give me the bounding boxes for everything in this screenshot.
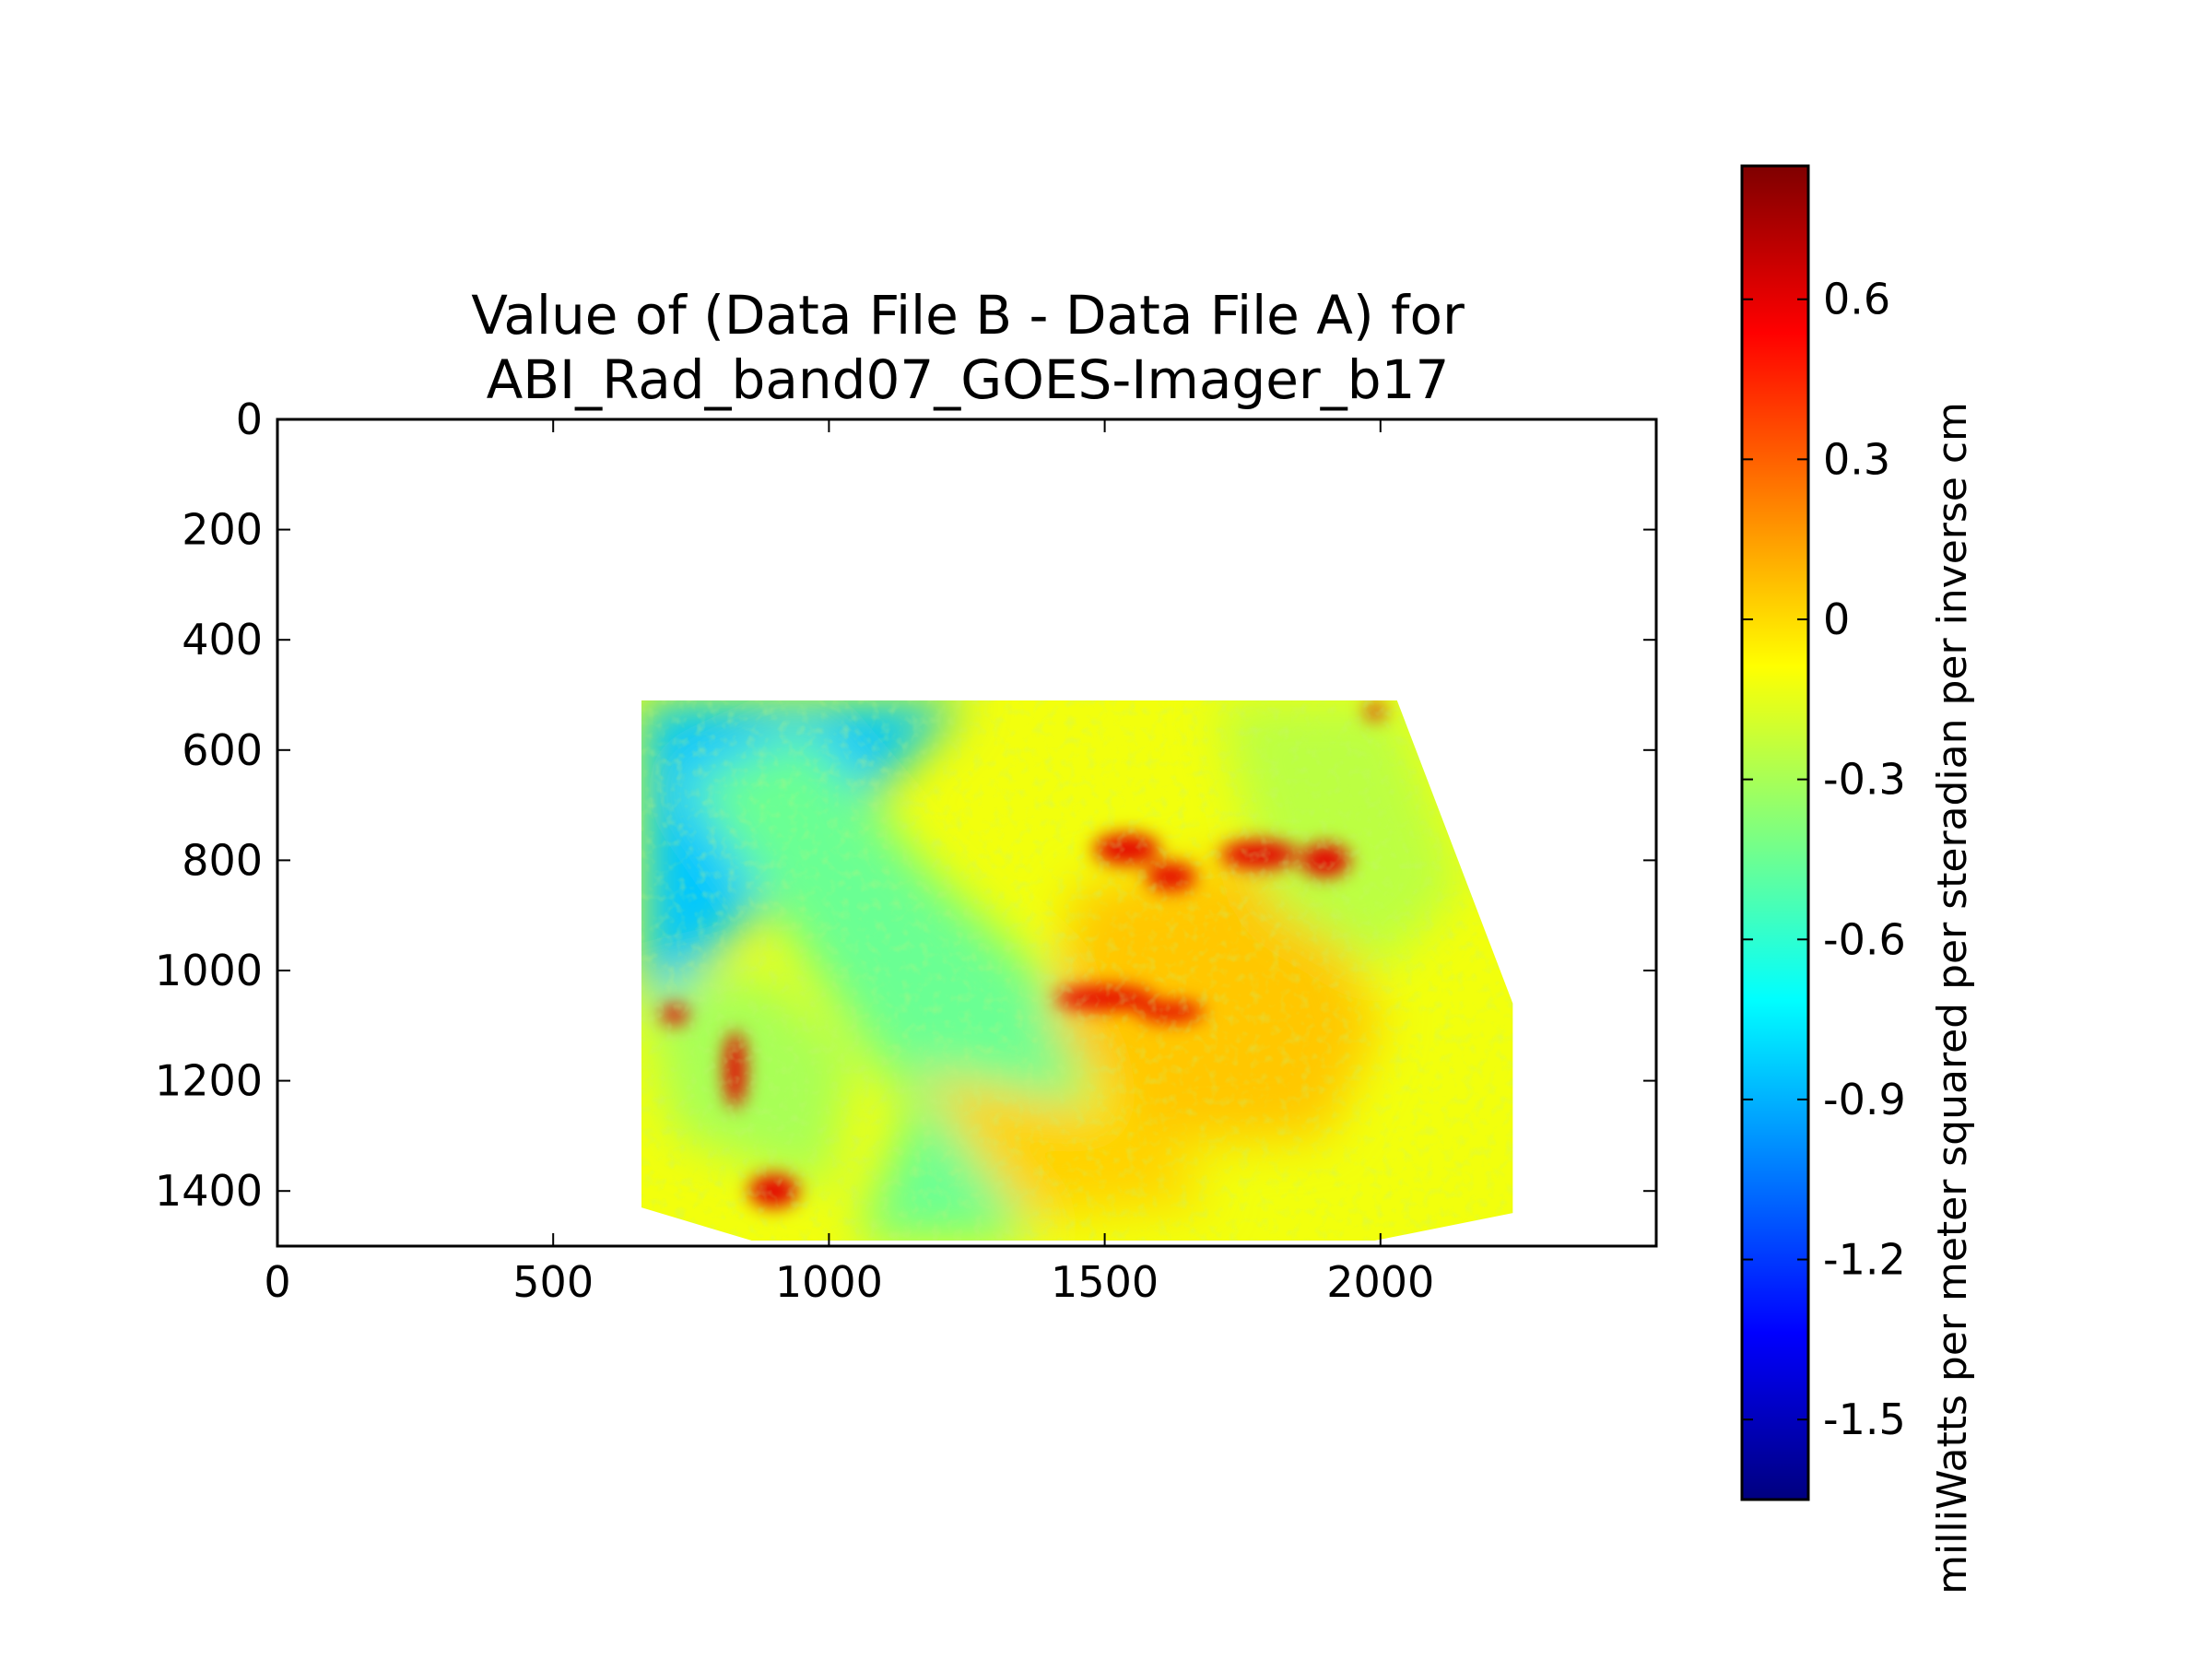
colorbar-tick-label: -0.6 <box>1823 914 1906 964</box>
colorbar: 0.6 0.3 0 -0.3 -0.6 -0.9 -1.2 -1.5 <box>1740 164 1906 1501</box>
y-tick-label: 400 <box>182 615 263 665</box>
colorbar-tick-label: 0.3 <box>1823 434 1890 484</box>
x-tick-label: 1500 <box>1051 1257 1159 1307</box>
y-tick-label: 1200 <box>155 1056 263 1106</box>
y-tick-label: 1000 <box>155 946 263 995</box>
colorbar-tick-label: -0.3 <box>1823 755 1906 805</box>
y-tick-label: 600 <box>182 725 263 775</box>
chart-title-line-2: ABI_Rad_band07_GOES-Imager_b17 <box>487 348 1450 411</box>
colorbar-tick-label: 0 <box>1823 594 1850 644</box>
heatmap-image <box>641 700 1513 1241</box>
colorbar-label: milliWatts per meter squared per steradi… <box>1929 402 1976 1594</box>
chart-title-line-1: Value of (Data File B - Data File A) for <box>471 284 1465 347</box>
colorbar-tick-label: -1.5 <box>1823 1394 1906 1444</box>
colorbar-tick-label: -0.9 <box>1823 1075 1906 1124</box>
axes-frame <box>276 418 1658 1248</box>
x-tick-label: 0 <box>264 1257 290 1307</box>
colorbar-tick-label: -1.2 <box>1823 1235 1906 1285</box>
x-tick-label: 2000 <box>1326 1257 1434 1307</box>
x-tick-label: 1000 <box>775 1257 883 1307</box>
plot-axes: 0 500 1000 1500 2000 0 200 400 600 800 1000 1200 140… <box>155 394 1658 1307</box>
heatmap-texture <box>641 700 1513 1241</box>
y-tick-label: 800 <box>182 835 263 885</box>
y-tick-label: 0 <box>236 394 263 444</box>
colorbar-gradient <box>1742 166 1808 1500</box>
y-tick-label: 1400 <box>155 1166 263 1216</box>
colorbar-tick-label: 0.6 <box>1823 275 1890 324</box>
x-tick-label: 500 <box>512 1257 594 1307</box>
y-tick-label: 200 <box>182 505 263 555</box>
colorbar-frame <box>1740 164 1810 1501</box>
